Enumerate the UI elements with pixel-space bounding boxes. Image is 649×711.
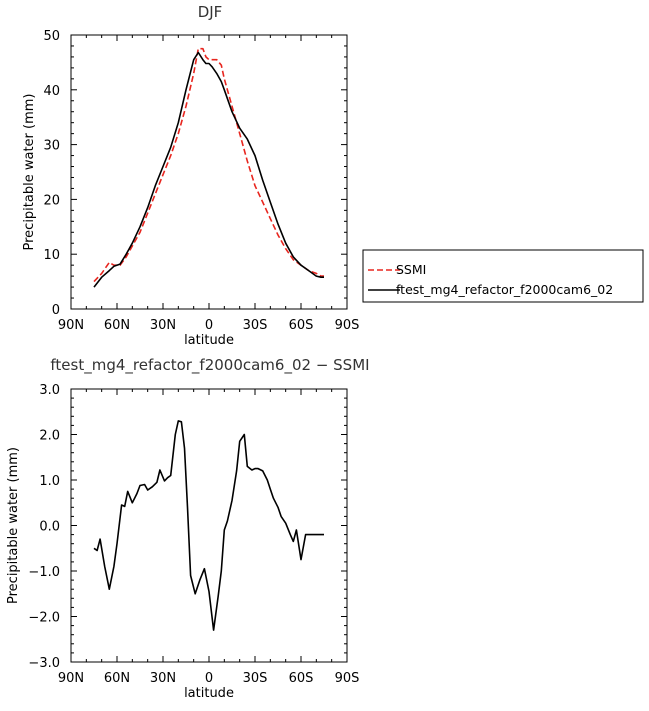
x-tick-label: 60N xyxy=(104,318,130,333)
y-tick-label: −3.0 xyxy=(28,656,60,671)
legend-model-label: ftest_mg4_refactor_f2000cam6_02 xyxy=(396,282,613,297)
x-tick-label: 30S xyxy=(243,318,268,333)
y-tick-label: 30 xyxy=(43,139,60,154)
x-tick-label: 90N xyxy=(58,318,84,333)
y-tick-label: 1.0 xyxy=(39,474,60,489)
x-tick-label: 30N xyxy=(150,318,176,333)
y-tick-label: 40 xyxy=(43,84,60,99)
x-tick-label: 0 xyxy=(205,318,213,333)
y-tick-label: 50 xyxy=(43,29,60,44)
legend: SSMI ftest_mg4_refactor_f2000cam6_02 xyxy=(362,249,644,303)
top-chart-title: DJF xyxy=(198,3,223,21)
bottom-x-axis-label: latitude xyxy=(184,686,234,701)
x-tick-label: 60N xyxy=(104,671,130,686)
bottom-chart-title: ftest_mg4_refactor_f2000cam6_02 − SSMI xyxy=(50,356,369,375)
model-line xyxy=(93,51,324,288)
x-tick-label: 30S xyxy=(243,671,268,686)
y-tick-label: −2.0 xyxy=(28,611,60,626)
ssmi-line xyxy=(93,47,324,283)
x-tick-label: 90S xyxy=(335,671,360,686)
top-panel: DJF 90N 60N 30N 0 30S 60S 90S 0 10 20 30 40 50 latit… xyxy=(22,3,359,348)
y-tick-label: 10 xyxy=(43,248,60,263)
legend-box xyxy=(362,249,644,303)
x-tick-label: 0 xyxy=(205,671,213,686)
y-tick-label: 3.0 xyxy=(39,383,60,398)
x-tick-label: 90N xyxy=(58,671,84,686)
x-tick-label: 30N xyxy=(150,671,176,686)
bottom-panel: ftest_mg4_refactor_f2000cam6_02 − SSMI 9… xyxy=(6,356,370,701)
top-y-axis-label: Precipitable water (mm) xyxy=(22,94,37,251)
legend-ssmi-label: SSMI xyxy=(396,262,426,277)
x-tick-label: 60S xyxy=(289,318,314,333)
y-tick-label: 2.0 xyxy=(39,429,60,444)
y-tick-label: −1.0 xyxy=(28,565,60,580)
bottom-y-axis-label: Precipitable water (mm) xyxy=(6,447,21,604)
top-x-axis-label: latitude xyxy=(184,333,234,348)
x-tick-label: 60S xyxy=(289,671,314,686)
y-tick-label: 0.0 xyxy=(39,520,60,535)
y-tick-label: 0 xyxy=(52,303,60,318)
x-tick-label: 90S xyxy=(335,318,360,333)
y-tick-label: 20 xyxy=(43,193,60,208)
bottom-plot-frame xyxy=(70,388,348,663)
difference-line xyxy=(93,420,324,631)
